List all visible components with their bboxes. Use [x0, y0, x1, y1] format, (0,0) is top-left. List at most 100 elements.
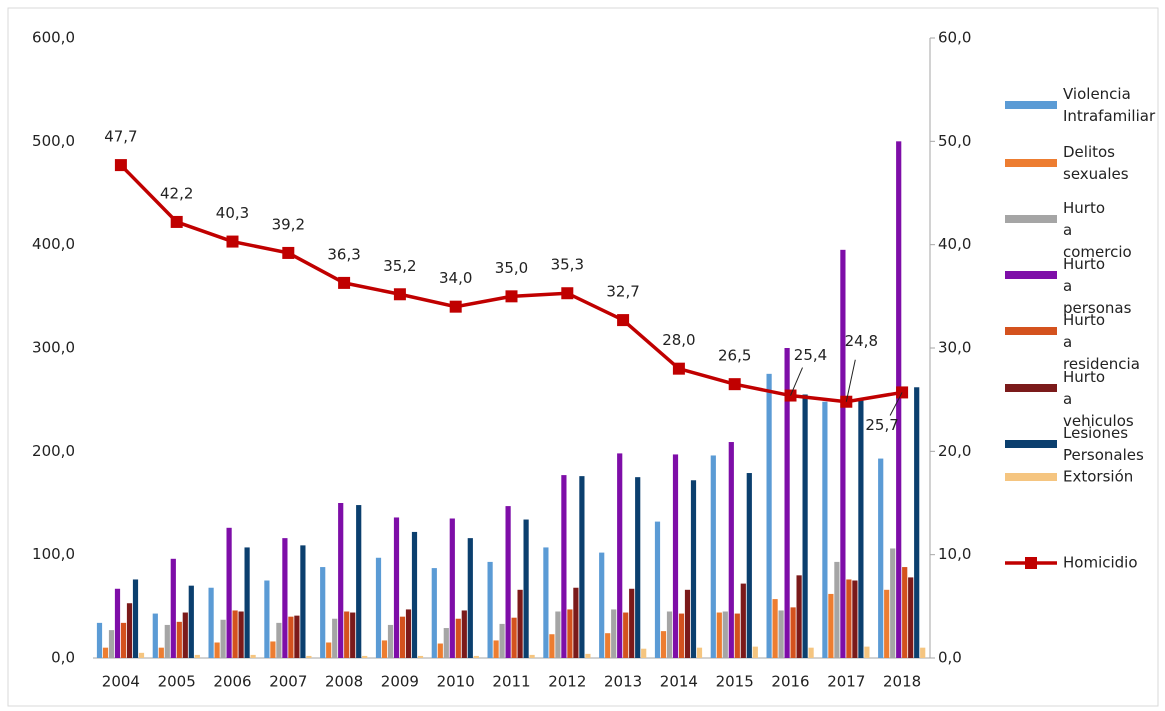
y-tick-label: 300,0: [32, 339, 75, 357]
bar: [320, 567, 326, 658]
legend-label: Hurto a personas: [1063, 255, 1132, 317]
bar: [194, 654, 200, 658]
marker: [338, 276, 351, 289]
bar: [802, 394, 808, 658]
data-label: 28,0: [662, 331, 695, 349]
legend-swatch: [1005, 440, 1057, 448]
y-tick-label: 500,0: [32, 132, 75, 150]
x-tick-label: 2011: [492, 673, 530, 691]
y2-tick-label: 0,0: [938, 649, 962, 667]
bar: [654, 521, 661, 658]
legend-label: Hurto a residencia: [1063, 311, 1140, 373]
bar: [561, 475, 567, 658]
bar: [461, 610, 467, 658]
bar: [808, 647, 814, 658]
bar: [567, 609, 573, 658]
bar: [443, 628, 449, 658]
data-label: 32,7: [606, 283, 639, 301]
bar: [499, 623, 505, 658]
bar: [834, 561, 840, 658]
bar: [555, 611, 561, 658]
bar: [126, 603, 133, 658]
bar: [641, 648, 647, 658]
bar: [599, 552, 605, 658]
legend-label: Extorsión: [1063, 468, 1133, 486]
bar: [182, 612, 188, 658]
y-tick-label: 600,0: [32, 29, 75, 47]
bar: [300, 545, 306, 658]
bar: [387, 624, 394, 658]
bar: [684, 589, 691, 658]
legend-label: Hurto a vehiculos: [1063, 368, 1134, 430]
leader-line: [889, 392, 903, 416]
legend-swatch: [1005, 327, 1057, 335]
x-tick-label: 2013: [604, 673, 642, 691]
bar: [244, 547, 250, 658]
bar: [164, 624, 170, 658]
bar: [722, 611, 728, 658]
bar: [102, 647, 109, 658]
bar: [326, 642, 332, 658]
bar: [96, 622, 103, 658]
data-label: 35,0: [495, 259, 528, 277]
marker: [505, 290, 518, 303]
bar: [487, 561, 493, 658]
chart-frame: [7, 7, 1159, 707]
bar: [678, 613, 685, 658]
bar: [579, 476, 585, 658]
marker: [170, 215, 183, 228]
marker: [617, 314, 630, 327]
bar: [344, 611, 350, 658]
legend-swatch: [1005, 101, 1057, 109]
bar: [710, 455, 716, 658]
marker: [393, 288, 406, 301]
y2-tick-label: 60,0: [938, 29, 971, 47]
bar: [431, 568, 437, 658]
bar: [740, 583, 746, 658]
bar: [238, 611, 244, 658]
bar: [635, 477, 641, 658]
y-tick-label: 0,0: [51, 649, 75, 667]
x-tick-label: 2015: [716, 673, 754, 691]
bar: [188, 585, 194, 658]
bar: [505, 506, 511, 658]
bar: [170, 558, 176, 658]
bar: [138, 652, 145, 658]
x-tick-label: 2017: [827, 673, 865, 691]
data-label: 39,2: [272, 215, 305, 233]
bar: [573, 587, 579, 658]
bar: [549, 634, 555, 658]
bar: [417, 655, 424, 658]
x-tick-label: 2008: [325, 673, 363, 691]
bar: [772, 599, 778, 658]
marker: [561, 287, 574, 300]
bar: [473, 655, 479, 658]
bar: [511, 617, 517, 658]
bar: [449, 518, 455, 658]
bar: [746, 473, 752, 658]
bar: [778, 610, 784, 658]
bar: [629, 588, 635, 658]
marker: [282, 246, 295, 259]
bar: [660, 631, 667, 658]
bar: [132, 579, 139, 658]
bar: [250, 654, 256, 658]
legend-swatch: [1005, 384, 1057, 392]
bar: [852, 580, 858, 658]
bar: [232, 610, 238, 658]
data-label: 35,3: [551, 256, 584, 274]
legend-swatch: [1005, 159, 1057, 167]
bar: [108, 630, 115, 658]
marker: [114, 159, 127, 172]
bar: [890, 548, 896, 658]
data-label: 25,7: [865, 416, 898, 434]
bar: [338, 503, 344, 658]
bar: [796, 575, 802, 658]
bar: [766, 373, 772, 658]
bar: [822, 401, 828, 658]
bar: [176, 621, 182, 658]
bar: [902, 567, 908, 658]
y-tick-label: 100,0: [32, 545, 75, 563]
